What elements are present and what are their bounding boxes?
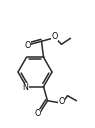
Text: O: O	[51, 32, 58, 41]
Text: O: O	[24, 41, 31, 50]
Text: N: N	[23, 83, 28, 92]
Text: O: O	[34, 109, 41, 118]
Text: O: O	[58, 97, 65, 106]
